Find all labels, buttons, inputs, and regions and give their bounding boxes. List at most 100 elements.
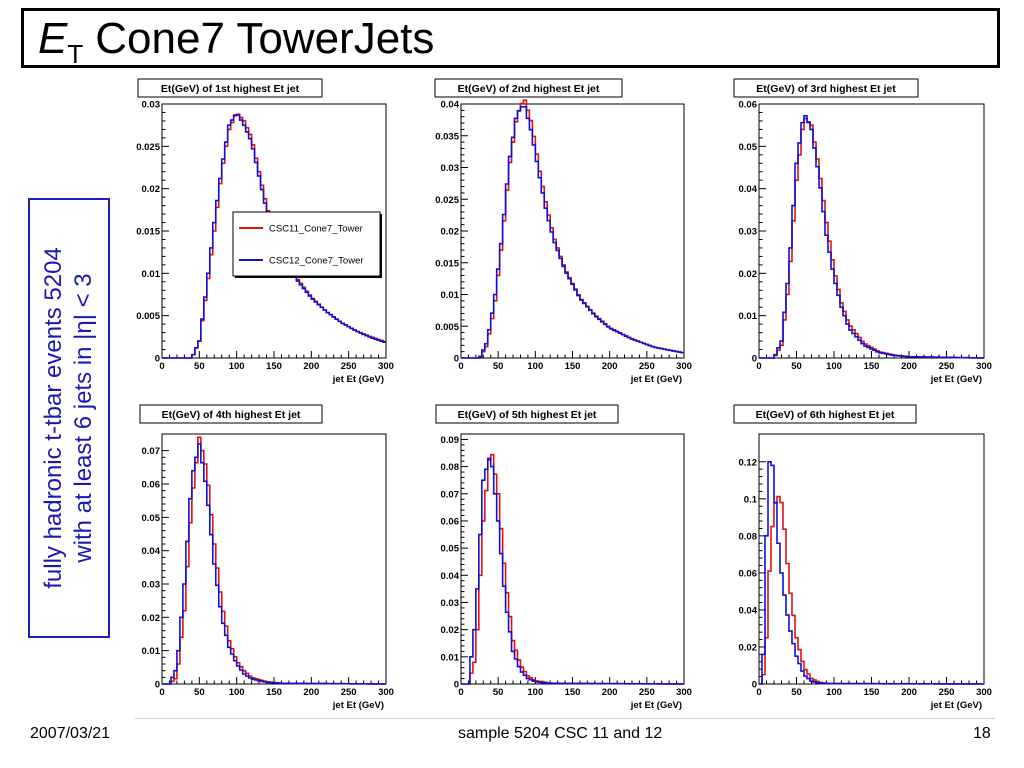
- x-tick-label: 250: [639, 361, 655, 372]
- y-tick-label: 0: [752, 354, 757, 365]
- y-tick-label: 0: [454, 680, 459, 691]
- x-tick-label: 300: [976, 361, 992, 372]
- series-line-csc12-cone7-tower: [461, 457, 684, 685]
- y-tick-label: 0.1: [744, 494, 758, 505]
- y-tick-label: 0.07: [441, 489, 460, 500]
- chart-title: Et(GeV) of 2nd highest Et jet: [458, 83, 600, 95]
- x-tick-label: 100: [527, 687, 543, 698]
- y-tick-label: 0.02: [441, 625, 460, 636]
- y-tick-label: 0.03: [441, 598, 460, 609]
- legend-box: [232, 211, 381, 277]
- y-tick-label: 0.05: [441, 544, 460, 555]
- series-line-csc11-cone7-tower: [461, 99, 684, 359]
- x-tick-label: 50: [493, 361, 504, 372]
- chart-title-box: [733, 78, 919, 98]
- title-subscript: T: [67, 39, 84, 69]
- x-tick-label: 300: [976, 687, 992, 698]
- x-tick-label: 0: [159, 361, 164, 372]
- chart-title-box: [139, 404, 323, 424]
- plot-frame: [460, 103, 685, 359]
- x-tick-label: 0: [159, 687, 164, 698]
- y-tick-label: 0.03: [441, 163, 460, 174]
- series-line-csc11-cone7-tower: [759, 495, 984, 685]
- x-tick-label: 0: [458, 361, 463, 372]
- x-tick-label: 50: [791, 687, 802, 698]
- y-tick-label: 0.015: [435, 258, 459, 269]
- y-tick-label: 0.04: [739, 605, 758, 616]
- y-tick-label: 0.02: [142, 613, 161, 624]
- x-tick-label: 100: [826, 687, 842, 698]
- y-tick-label: 0.01: [441, 652, 460, 663]
- y-tick-label: 0.12: [739, 457, 758, 468]
- x-tick-label: 200: [901, 361, 917, 372]
- legend-label: CSC12_Cone7_Tower: [269, 256, 364, 267]
- y-tick-label: 0.02: [739, 642, 758, 653]
- x-tick-label: 300: [378, 361, 394, 372]
- x-tick-label: 250: [341, 361, 357, 372]
- x-tick-label: 0: [756, 687, 761, 698]
- y-tick-label: 0.03: [142, 100, 161, 111]
- y-tick-label: 0.025: [435, 195, 459, 206]
- footer-date: 2007/03/21: [30, 725, 111, 742]
- y-tick-label: 0.01: [441, 290, 460, 301]
- y-tick-label: 0: [752, 680, 757, 691]
- x-tick-label: 200: [303, 361, 319, 372]
- x-tick-label: 150: [565, 687, 581, 698]
- y-tick-label: 0.01: [739, 311, 758, 322]
- x-tick-label: 250: [939, 687, 955, 698]
- series-line-csc12-cone7-tower: [759, 115, 984, 359]
- x-tick-label: 250: [639, 687, 655, 698]
- x-axis-label: jet Et (GeV): [630, 374, 682, 385]
- x-tick-label: 200: [303, 687, 319, 698]
- y-tick-label: 0.06: [142, 480, 161, 491]
- x-tick-label: 150: [864, 361, 880, 372]
- side-caption-box: [28, 198, 110, 638]
- x-axis-label: jet Et (GeV): [332, 700, 384, 711]
- y-tick-label: 0.05: [142, 513, 161, 524]
- y-tick-label: 0.03: [739, 227, 758, 238]
- series-line-csc12-cone7-tower: [461, 106, 684, 359]
- y-tick-label: 0.03: [142, 580, 161, 591]
- chart-title: Et(GeV) of 5th highest Et jet: [458, 409, 597, 421]
- legend-label: CSC11_Cone7_Tower: [269, 224, 363, 235]
- y-tick-label: 0.05: [739, 142, 758, 153]
- y-tick-label: 0.06: [739, 568, 758, 579]
- chart-title-box: [137, 78, 323, 98]
- x-tick-label: 50: [194, 361, 205, 372]
- x-tick-label: 200: [602, 687, 618, 698]
- x-tick-label: 50: [791, 361, 802, 372]
- chart-title: Et(GeV) of 1st highest Et jet: [161, 83, 300, 95]
- x-tick-label: 200: [901, 687, 917, 698]
- footer-center-text: sample 5204 CSC 11 and 12: [458, 725, 663, 742]
- footer-page-number: 18: [973, 725, 991, 742]
- y-tick-label: 0.06: [441, 516, 460, 527]
- x-axis-label: jet Et (GeV): [930, 374, 982, 385]
- y-tick-label: 0.06: [739, 100, 758, 111]
- x-tick-label: 150: [266, 361, 282, 372]
- x-tick-label: 150: [864, 687, 880, 698]
- chart-title-box: [435, 404, 619, 424]
- y-tick-label: 0.04: [142, 546, 161, 557]
- chart-5: Et(GeV) of 5th highest Et jet 0 50 100 150 20…: [435, 404, 692, 711]
- series-line-csc12-cone7-tower: [759, 460, 984, 685]
- y-tick-label: 0.035: [435, 131, 459, 142]
- y-tick-label: 0.005: [136, 311, 160, 322]
- y-tick-label: 0: [155, 680, 160, 691]
- x-tick-label: 150: [266, 687, 282, 698]
- y-tick-label: 0.04: [441, 571, 460, 582]
- y-tick-label: 0.01: [142, 646, 161, 657]
- y-tick-label: 0.02: [441, 227, 460, 238]
- slide-title: ET Cone7 TowerJets: [38, 14, 434, 69]
- chart-3: Et(GeV) of 3rd highest Et jet 0 50 100 150 20…: [733, 78, 992, 385]
- series-line-csc12-cone7-tower: [162, 443, 386, 685]
- y-tick-label: 0.01: [142, 269, 161, 280]
- x-tick-label: 150: [565, 361, 581, 372]
- y-tick-label: 0.025: [136, 142, 160, 153]
- x-axis-label: jet Et (GeV): [630, 700, 682, 711]
- y-tick-label: 0.04: [739, 184, 758, 195]
- x-tick-label: 300: [378, 687, 394, 698]
- x-axis-label: jet Et (GeV): [930, 700, 982, 711]
- chart-4: Et(GeV) of 4th highest Et jet 0 50 100 150 20…: [139, 404, 394, 711]
- y-tick-label: 0.07: [142, 446, 161, 457]
